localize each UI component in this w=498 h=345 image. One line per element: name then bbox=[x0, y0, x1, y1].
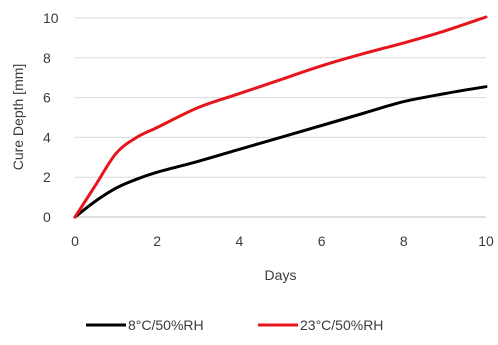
x-tick-label: 0 bbox=[71, 233, 79, 249]
x-tick-label: 10 bbox=[478, 233, 494, 249]
y-axis-title: Cure Depth [mm] bbox=[10, 64, 26, 171]
x-tick-label: 4 bbox=[236, 233, 244, 249]
legend-label-1: 23°C/50%RH bbox=[300, 317, 383, 333]
x-tick-label: 2 bbox=[153, 233, 161, 249]
x-tick-label: 6 bbox=[318, 233, 326, 249]
y-tick-label: 4 bbox=[43, 129, 51, 145]
y-tick-label: 10 bbox=[43, 10, 59, 26]
y-tick-labels: 0 2 4 6 8 10 bbox=[43, 10, 59, 225]
series-lines bbox=[73, 15, 488, 219]
series-line-0 bbox=[73, 85, 488, 219]
x-axis-title: Days bbox=[265, 267, 297, 283]
y-tick-label: 6 bbox=[43, 90, 51, 106]
legend: 8°C/50%RH 23°C/50%RH bbox=[86, 317, 383, 333]
y-tick-label: 8 bbox=[43, 50, 51, 66]
x-tick-label: 8 bbox=[400, 233, 408, 249]
legend-label-0: 8°C/50%RH bbox=[128, 317, 204, 333]
series-line-1 bbox=[73, 15, 488, 219]
y-tick-label: 2 bbox=[43, 169, 51, 185]
gridlines bbox=[75, 17, 486, 178]
y-tick-label: 0 bbox=[43, 209, 51, 225]
x-tick-labels: 0 2 4 6 8 10 bbox=[71, 233, 494, 249]
